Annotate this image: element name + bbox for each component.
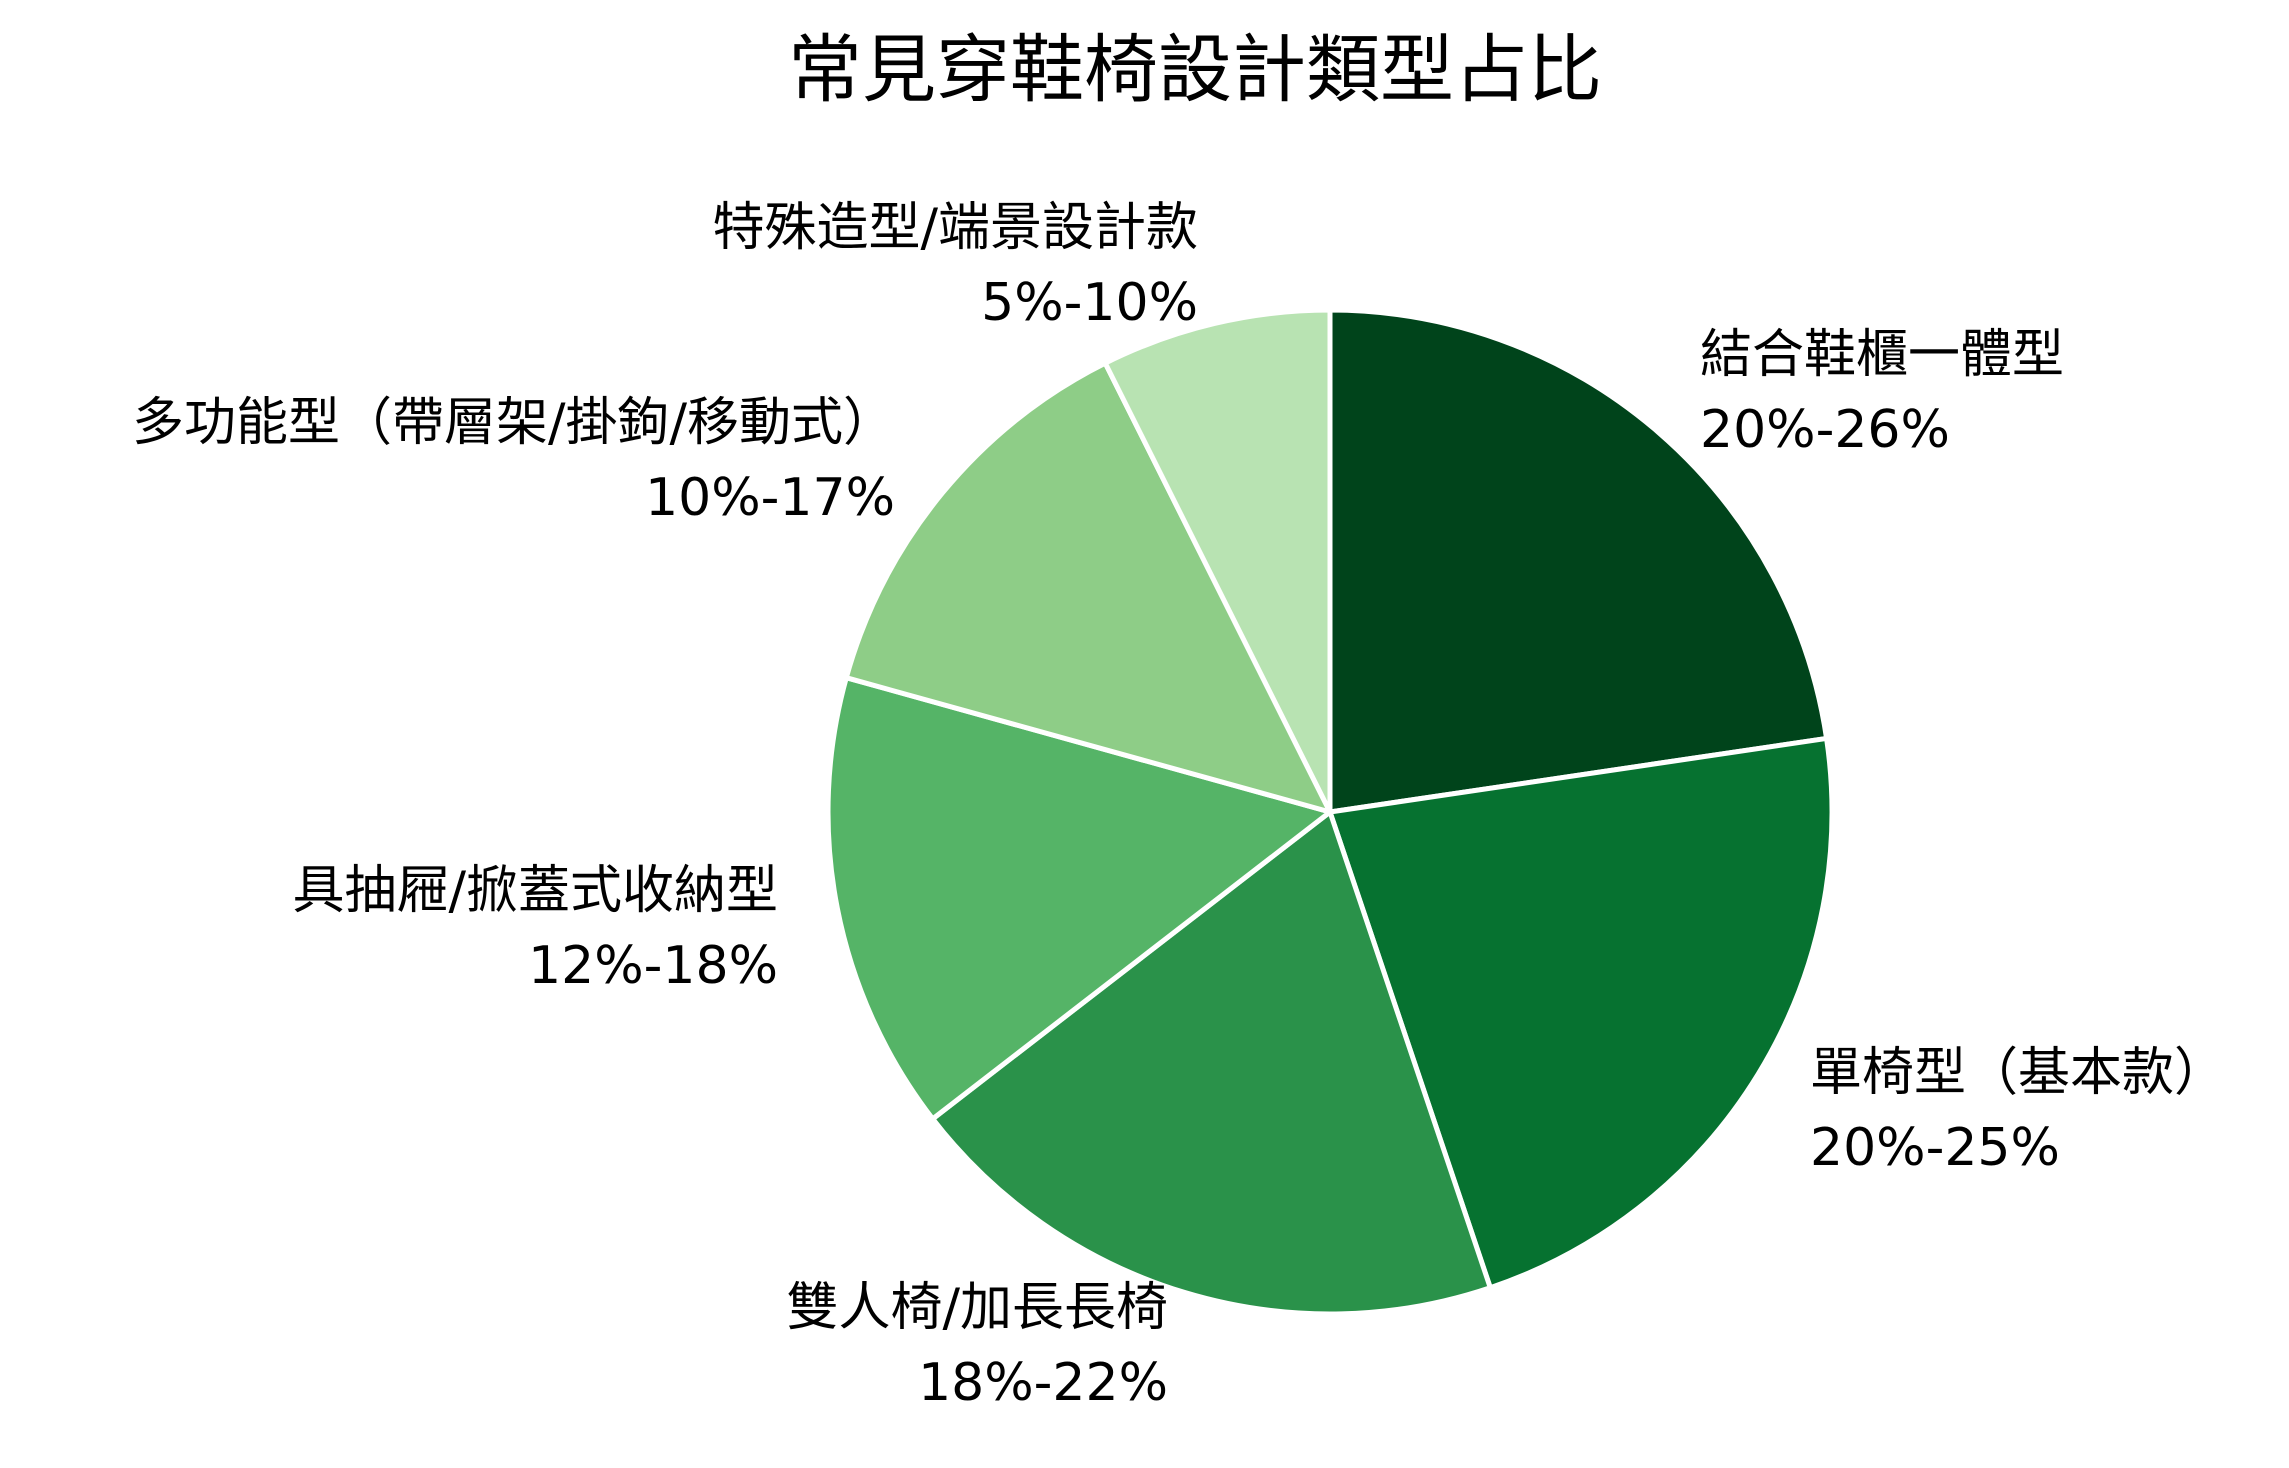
slice-range-2: 20%-25%: [1810, 1118, 2060, 1178]
slice-range-4: 12%-18%: [528, 936, 778, 996]
slice-label-1: 結合鞋櫃一體型: [1700, 325, 2064, 385]
pie-labels: 結合鞋櫃一體型 20%-26% 單椅型（基本款） 20%-25% 雙人椅/加長長椅 18%…: [132, 198, 2226, 1413]
pie-slice-2: [1327, 735, 1835, 1291]
pie-slice-6: [1102, 307, 1333, 815]
slice-range-3: 18%-22%: [918, 1353, 1168, 1413]
chart-title: 常見穿鞋椅設計類型占比: [788, 27, 1602, 113]
slice-label-4: 具抽屜/掀蓋式收納型: [292, 861, 778, 921]
slice-label-6: 特殊造型/端景設計款: [712, 198, 1198, 258]
pie-slice-5: [843, 360, 1333, 815]
pie-slice-1: [1327, 307, 1830, 815]
slice-range-1: 20%-26%: [1700, 400, 1950, 460]
slice-label-3: 雙人椅/加長長椅: [786, 1278, 1168, 1338]
pie-slices: [825, 307, 1835, 1317]
pie-slice-4: [825, 675, 1333, 1122]
slice-range-6: 5%-10%: [981, 273, 1198, 333]
pie-slice-3: [930, 809, 1493, 1317]
slice-label-5: 多功能型（帶層架/掛鉤/移動式）: [132, 393, 895, 453]
slice-range-5: 10%-17%: [645, 468, 895, 528]
slice-label-2: 單椅型（基本款）: [1810, 1043, 2226, 1103]
